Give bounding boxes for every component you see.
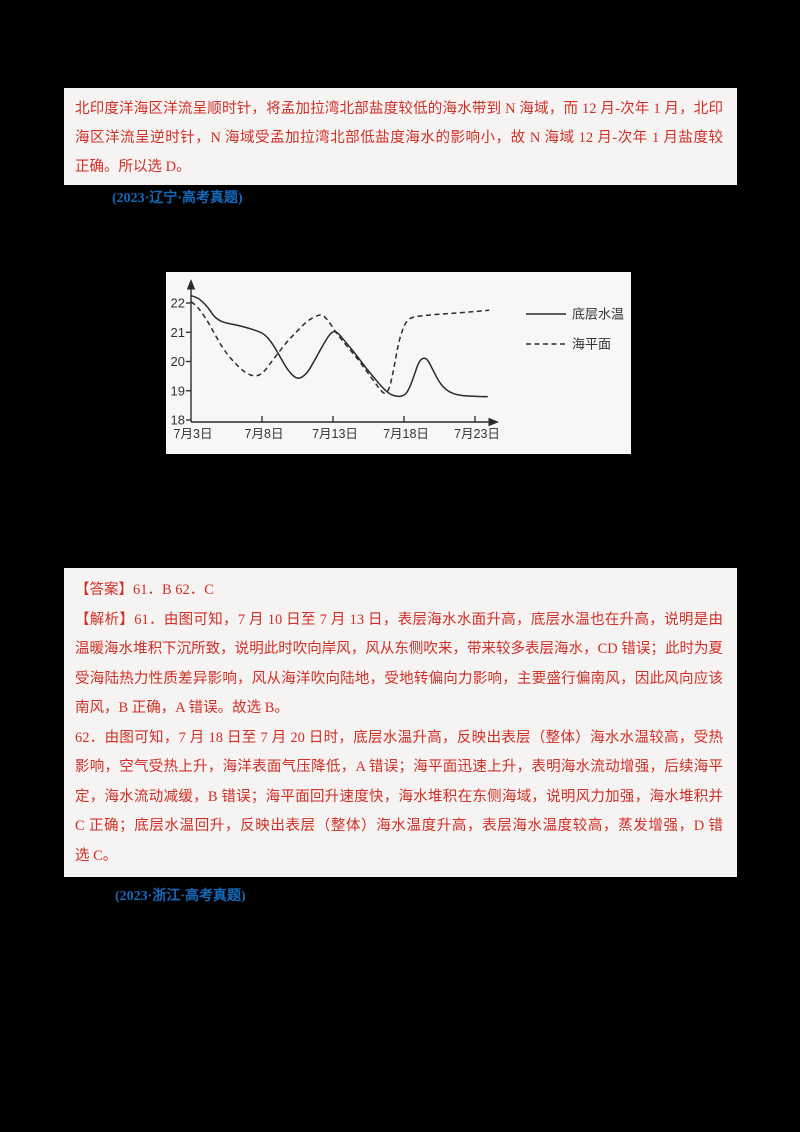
svg-text:7月8日: 7月8日 (245, 427, 284, 441)
explanation-paragraph-block: 北印度洋海区洋流呈顺时针，将孟加拉湾北部盐度较低的海水带到 N 海域，而 12 … (64, 88, 737, 185)
text-line: C 正确；底层水温回升，反映出表层（整体）海水温度升高，表层海水温度较高，蒸发增… (75, 818, 723, 834)
answer-analysis-block: 【答案】61．B 62．C 【解析】61．由图可知，7 月 10 日至 7 月 1… (64, 568, 737, 877)
svg-text:22: 22 (171, 296, 185, 311)
text-line: 南风，B 正确，A 错误。故选 B。 (75, 700, 289, 716)
text-line: 【答案】61．B 62．C (75, 582, 214, 598)
temperature-sea-level-line-chart: 18 19 20 21 22 7月3日 7月8日 7月13日 7月18日 7月23日 底层水温海平面 (166, 272, 631, 454)
text-line: 温暖海水堆积下沉所致，说明此时吹向岸风，风从东侧吹来，带来较多表层海水，CD 错… (75, 641, 723, 657)
text-line: 正确。所以选 D。 (75, 159, 191, 175)
svg-text:18: 18 (171, 413, 185, 428)
svg-text:21: 21 (171, 325, 185, 340)
text-line: 影响，空气受热上升，海洋表面气压降低，A 错误；海平面迅速上升，表明海水流动增强… (75, 759, 723, 775)
text-line: 【解析】61．由图可知，7 月 10 日至 7 月 13 日，表层海水水面升高，… (75, 611, 723, 628)
svg-text:7月23日: 7月23日 (454, 427, 500, 441)
svg-text:7月18日: 7月18日 (383, 427, 429, 441)
text-line: 选 C。 (75, 847, 118, 864)
svg-text:底层水温: 底层水温 (572, 307, 624, 322)
text-line: 受海陆热力性质差异影响，风从海洋吹向陆地，受地转偏向力影响，主要盛行偏南风，因此… (75, 670, 723, 687)
svg-text:19: 19 (171, 383, 185, 398)
text-line: 定，海水流动减缓，B 错误；海平面回升速度快，海水堆积在东侧海域，说明风力加强，… (75, 788, 723, 805)
question-source-citation-link[interactable]: (2023·辽宁·高考真题) (112, 191, 243, 206)
svg-text:20: 20 (171, 354, 185, 369)
svg-text:海平面: 海平面 (572, 337, 611, 352)
text-line: 北印度洋海区洋流呈顺时针，将孟加拉湾北部盐度较低的海水带到 N 海域，而 12 … (75, 101, 723, 117)
text-line: 海区洋流呈逆时针，N 海域受孟加拉湾北部低盐度海水的影响小，故 N 海域 12 … (75, 130, 723, 146)
svg-text:7月13日: 7月13日 (312, 427, 358, 441)
question-source-citation-link[interactable]: (2023·浙江·高考真题) (115, 889, 246, 904)
svg-text:7月3日: 7月3日 (174, 427, 213, 441)
text-line: 62．由图可知，7 月 18 日至 7 月 20 日时，底层水温升高，反映出表层… (75, 729, 723, 746)
